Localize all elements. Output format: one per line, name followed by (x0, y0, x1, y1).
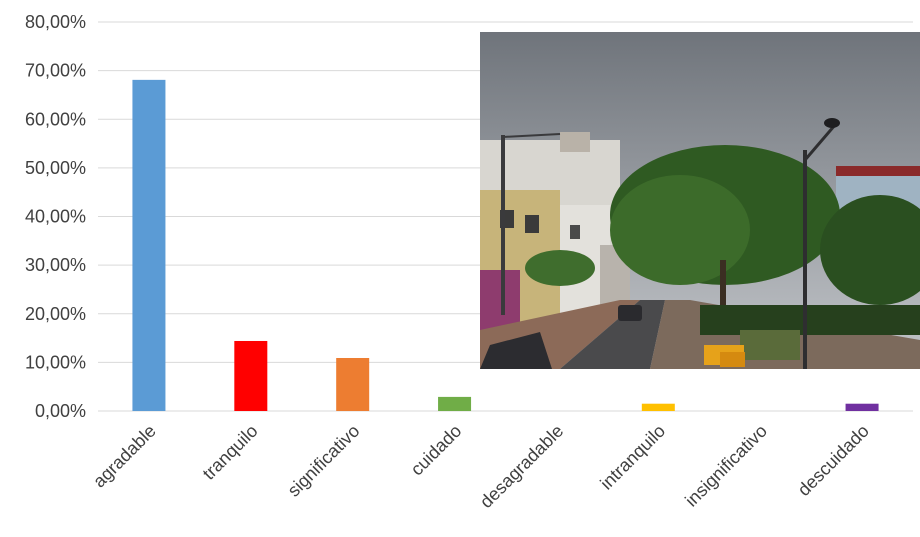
y-tick-label: 30,00% (25, 255, 86, 275)
x-category-label-intranquilo: intranquilo (596, 421, 669, 494)
y-tick-label: 0,00% (35, 401, 86, 421)
y-tick-label: 60,00% (25, 109, 86, 129)
bar-significativo (336, 357, 370, 411)
y-tick-label: 20,00% (25, 304, 86, 324)
y-tick-label: 80,00% (25, 12, 86, 32)
bar-descuidado (845, 403, 879, 411)
y-tick-label: 40,00% (25, 207, 86, 227)
x-category-label-cuidado: cuidado (407, 421, 466, 480)
x-category-label-insignificativo: insignificativo (681, 421, 771, 511)
x-category-label-tranquilo: tranquilo (199, 421, 262, 484)
bar-agradable (132, 79, 166, 412)
x-category-label-significativo: significativo (284, 421, 364, 501)
y-axis-tick-labels: 0,00% 10,00% 20,00% 30,00% 40,00% 50,00% 60,00… (25, 12, 86, 421)
y-tick-label: 70,00% (25, 61, 86, 81)
bar-intranquilo (641, 403, 675, 411)
x-axis-category-labels: agradable tranquilo significativo cuidado de… (89, 421, 873, 512)
x-category-label-agradable: agradable (89, 421, 160, 492)
bars (132, 79, 879, 412)
x-category-label-desagradable: desagradable (476, 421, 567, 512)
bar-tranquilo (234, 340, 268, 411)
bar-cuidado (438, 396, 472, 411)
x-category-label-descuidado: descuidado (794, 421, 873, 500)
y-tick-label: 10,00% (25, 352, 86, 372)
street-scene-photo (480, 32, 920, 369)
y-tick-label: 50,00% (25, 158, 86, 178)
